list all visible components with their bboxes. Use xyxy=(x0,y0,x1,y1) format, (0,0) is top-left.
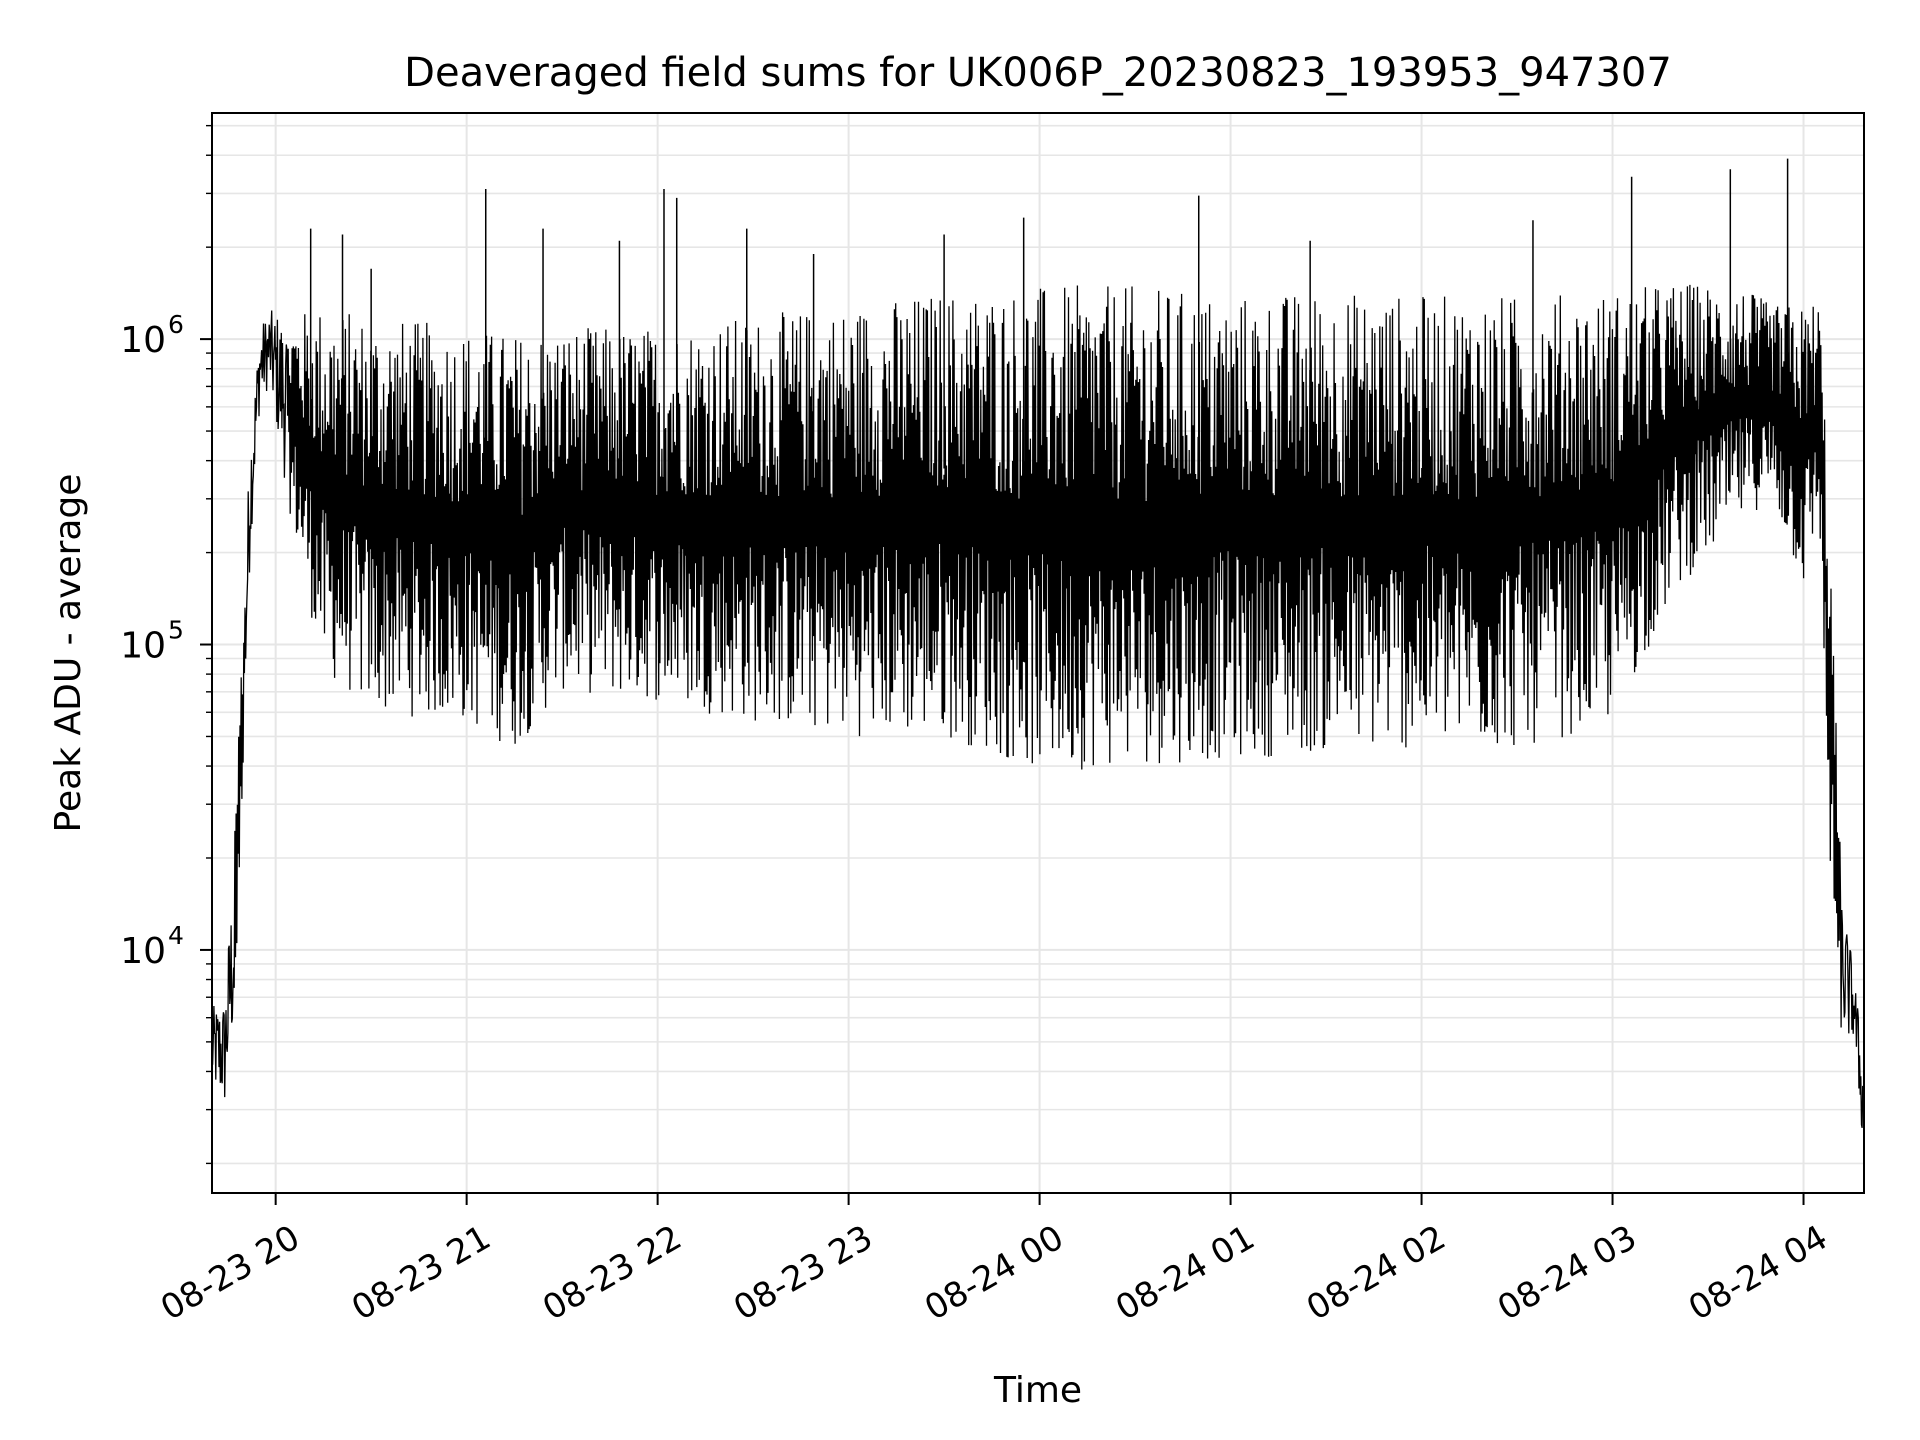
y-tick-exponent: 4 xyxy=(168,921,184,950)
y-tick-label: 10 xyxy=(120,626,166,667)
y-tick-exponent: 5 xyxy=(168,616,184,645)
chart-title: Deaveraged field sums for UK006P_2023082… xyxy=(404,50,1672,96)
series-trace xyxy=(211,284,1865,1130)
y-tick-label: 10 xyxy=(120,320,166,361)
series-line xyxy=(211,158,1865,1130)
y-tick-label: 10 xyxy=(120,931,166,972)
y-axis-label: Peak ADU - average xyxy=(48,474,89,833)
plot-frame xyxy=(211,112,1865,1194)
x-axis-label: Time xyxy=(993,1370,1082,1411)
y-tick-exponent: 6 xyxy=(168,310,184,339)
